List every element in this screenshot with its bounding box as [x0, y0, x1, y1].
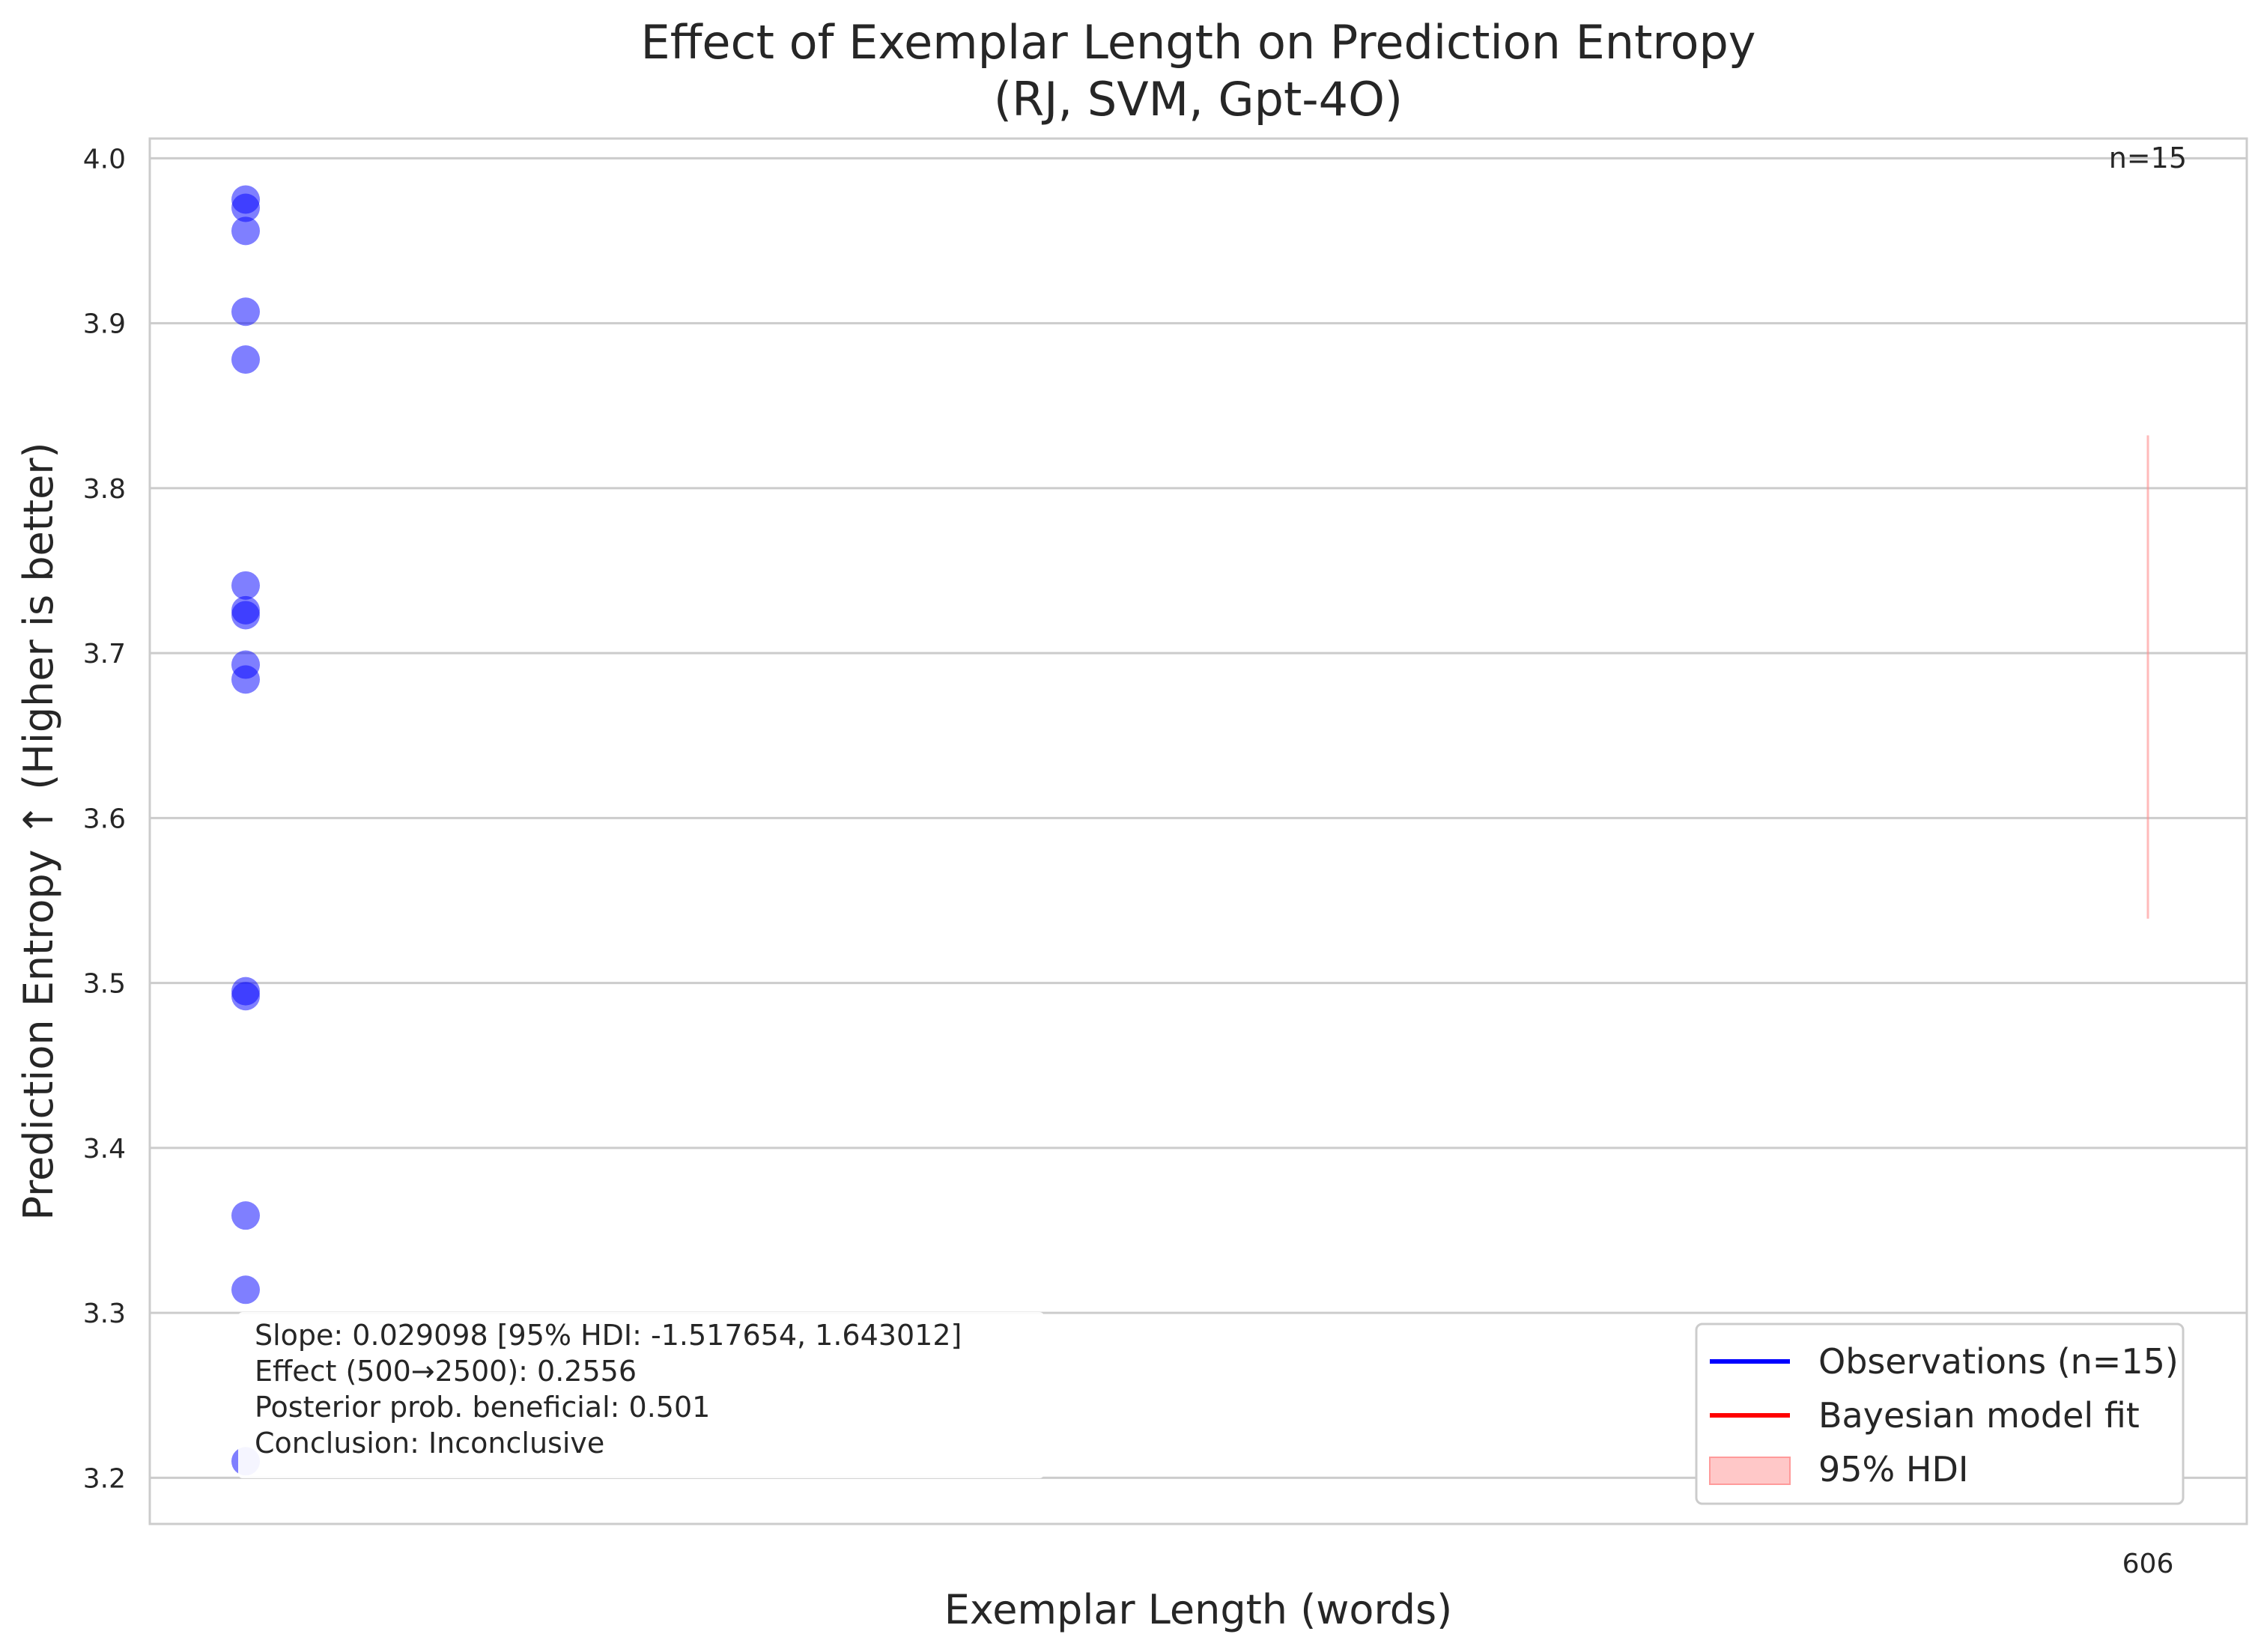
y-tick-label: 3.8 [83, 474, 126, 505]
data-point-9 [231, 665, 260, 694]
y-tick-label: 3.6 [83, 804, 126, 834]
stats-effect: Effect (500→2500): 0.2556 [255, 1355, 637, 1388]
data-point-11 [231, 982, 260, 1011]
chart-title-line1: Effect of Exemplar Length on Prediction … [641, 15, 1756, 70]
y-tick-label: 4.0 [83, 144, 126, 174]
y-tick-label: 3.7 [83, 639, 126, 669]
y-tick-labels: 3.2 3.3 3.4 3.5 3.6 3.7 3.8 3.9 4.0 [83, 144, 126, 1494]
stats-slope: Slope: 0.029098 [95% HDI: -1.517654, 1.6… [255, 1319, 962, 1352]
legend-label-hdi: 95% HDI [1818, 1449, 1968, 1489]
legend-label-observations: Observations (n=15) [1818, 1341, 2179, 1382]
legend: Observations (n=15) Bayesian model fit 9… [1695, 1322, 2185, 1505]
y-tick-label: 3.3 [83, 1299, 126, 1329]
y-tick-label: 3.9 [83, 309, 126, 340]
y-axis-label: Prediction Entropy ↑ (Higher is better) [15, 442, 62, 1220]
plot-frame [148, 137, 2248, 1525]
legend-label-model-fit: Bayesian model fit [1818, 1395, 2140, 1436]
data-point-2 [231, 216, 260, 246]
stats-annotation: Slope: 0.029098 [95% HDI: -1.517654, 1.6… [238, 1312, 1044, 1478]
data-point-13 [231, 1275, 260, 1305]
y-tick-label: 3.4 [83, 1134, 126, 1164]
chart-title-line2: (RJ, SVM, Gpt-4O) [994, 72, 1403, 127]
stats-conclusion: Conclusion: Inconclusive [255, 1427, 604, 1460]
data-point-12 [231, 1201, 260, 1230]
stats-annotation-box [238, 1312, 1044, 1478]
y-tick-label: 3.2 [83, 1463, 126, 1494]
n-label: n=15 [2109, 142, 2187, 174]
x-tick-label: 606 [2122, 1549, 2174, 1579]
legend-swatch-hdi [1709, 1457, 1791, 1485]
data-point-3 [231, 297, 260, 327]
data-point-4 [231, 345, 260, 374]
x-axis-label: Exemplar Length (words) [944, 1586, 1452, 1633]
data-point-5 [231, 571, 260, 600]
y-tick-label: 3.5 [83, 969, 126, 1000]
stats-posterior: Posterior prob. beneficial: 0.501 [255, 1391, 710, 1424]
data-point-1 [231, 193, 260, 222]
legend-box [1695, 1322, 2185, 1505]
data-point-7 [231, 601, 260, 630]
